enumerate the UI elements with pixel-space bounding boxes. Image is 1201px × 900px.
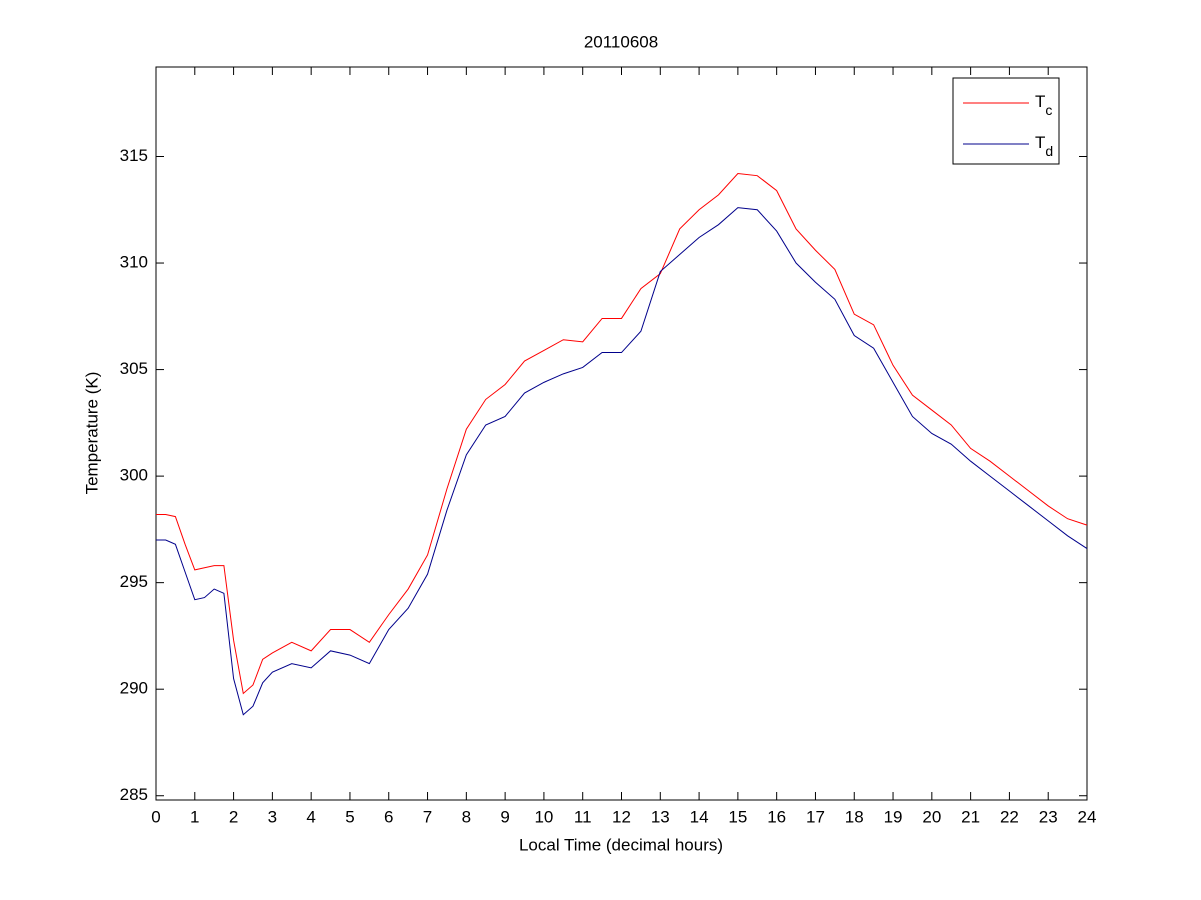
- x-tick-label: 9: [500, 807, 509, 826]
- y-tick-label: 310: [120, 253, 148, 272]
- y-axis-label: Temperature (K): [82, 372, 101, 495]
- x-tick-label: 3: [268, 807, 277, 826]
- chart-title: 20110608: [584, 32, 658, 51]
- x-tick-label: 5: [345, 807, 354, 826]
- series-line: [156, 207, 1088, 716]
- x-tick-label: 23: [1039, 807, 1058, 826]
- y-tick-label: 300: [120, 466, 148, 485]
- x-tick-label: 19: [884, 807, 903, 826]
- legend-box: [952, 77, 1060, 165]
- x-tick-label: 11: [574, 807, 592, 826]
- y-tick-label: 315: [120, 146, 148, 165]
- x-tick-label: 20: [922, 807, 941, 826]
- x-tick-label: 15: [728, 807, 747, 826]
- y-tick-label: 295: [120, 572, 148, 591]
- y-tick-label: 285: [120, 785, 148, 804]
- legend-label: Td: [1035, 133, 1053, 158]
- x-tick-label: 24: [1078, 807, 1097, 826]
- x-tick-label: 8: [462, 807, 471, 826]
- y-tick-label: 290: [120, 679, 148, 698]
- x-tick-label: 4: [306, 807, 315, 826]
- x-axis-label: Local Time (decimal hours): [519, 835, 723, 854]
- y-tick-label: 305: [120, 359, 148, 378]
- x-tick-label: 16: [767, 807, 786, 826]
- series-line: [156, 173, 1088, 695]
- x-tick-label: 2: [229, 807, 238, 826]
- x-tick-label: 18: [845, 807, 864, 826]
- x-tick-label: 22: [1000, 807, 1019, 826]
- x-tick-label: 21: [961, 807, 980, 826]
- x-tick-label: 17: [806, 807, 825, 826]
- x-tick-label: 7: [423, 807, 432, 826]
- x-tick-label: 10: [534, 807, 553, 826]
- x-tick-label: 6: [384, 807, 393, 826]
- x-tick-label: 0: [151, 807, 160, 826]
- x-tick-label: 14: [690, 807, 709, 826]
- x-tick-label: 13: [651, 807, 670, 826]
- x-tick-label: 1: [190, 807, 199, 826]
- x-tick-label: 12: [612, 807, 631, 826]
- legend-label: Tc: [1035, 92, 1052, 117]
